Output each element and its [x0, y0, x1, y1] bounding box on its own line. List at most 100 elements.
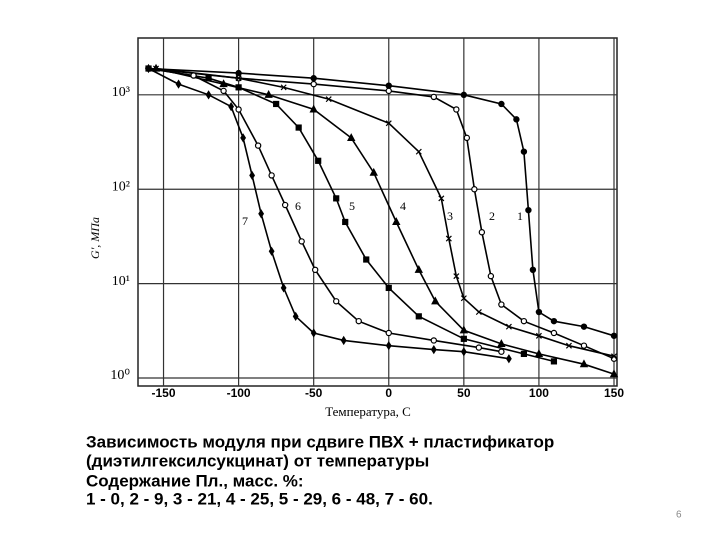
y-tick-label: 10⁰ [110, 368, 130, 383]
marker [295, 124, 302, 131]
marker [520, 317, 528, 325]
marker [310, 328, 317, 338]
marker [498, 100, 505, 108]
marker [445, 235, 452, 242]
curve [148, 67, 555, 363]
marker [475, 308, 482, 316]
curve-label: 6 [295, 199, 301, 213]
marker [340, 335, 347, 346]
marker [309, 104, 318, 113]
marker [498, 301, 505, 308]
marker [190, 72, 197, 79]
marker [460, 335, 467, 342]
marker [145, 63, 152, 74]
marker [280, 283, 287, 293]
curve-label: 1 [517, 209, 523, 223]
curve-label: 5 [349, 199, 355, 213]
marker [534, 349, 544, 358]
marker [205, 90, 212, 100]
marker [264, 90, 273, 98]
x-axis-label: Температура, С [325, 404, 411, 419]
x-tick-label: -100 [227, 386, 251, 400]
marker [520, 350, 528, 358]
plot-frame [137, 37, 618, 387]
marker [579, 359, 589, 368]
marker [535, 332, 542, 339]
marker [414, 265, 423, 273]
y-tick-label: 10¹ [112, 274, 130, 289]
caption-line: Зависимость модуля при сдвиге ПВХ + плас… [86, 432, 554, 451]
marker [175, 79, 182, 89]
marker [550, 358, 558, 365]
marker [497, 339, 506, 347]
marker [240, 133, 247, 143]
x-tick-label: 150 [604, 386, 624, 400]
marker [355, 317, 362, 325]
marker [228, 101, 235, 112]
marker [235, 84, 242, 91]
marker [513, 116, 520, 123]
marker [363, 256, 370, 263]
marker [529, 266, 537, 274]
marker [550, 317, 558, 325]
marker [460, 295, 467, 302]
marker [347, 133, 356, 141]
marker [220, 87, 227, 95]
marker [249, 170, 256, 181]
marker [430, 93, 438, 101]
marker [369, 167, 378, 176]
marker [385, 87, 392, 95]
marker [235, 69, 242, 77]
marker [580, 323, 588, 330]
marker [235, 75, 242, 82]
page-number: 6 [676, 510, 682, 521]
y-tick-label: 10³ [112, 85, 130, 100]
marker [550, 329, 558, 337]
marker [268, 172, 275, 179]
marker [535, 308, 543, 316]
marker [342, 218, 349, 226]
marker [205, 75, 212, 82]
curve-label: 4 [400, 199, 406, 213]
caption-line: (диэтилгексилсукцинат) от температуры [86, 451, 429, 470]
marker [610, 353, 618, 360]
marker [235, 106, 242, 113]
marker [453, 106, 460, 113]
marker [498, 348, 505, 355]
marker [460, 91, 468, 99]
marker [463, 134, 471, 142]
y-tick-label: 10² [112, 179, 130, 194]
marker [385, 329, 392, 337]
marker [460, 347, 467, 357]
marker [273, 100, 280, 108]
marker [281, 201, 289, 209]
marker [430, 344, 437, 355]
marker [325, 96, 332, 103]
marker [430, 337, 438, 344]
marker [392, 217, 401, 226]
marker [311, 266, 319, 274]
marker [520, 148, 528, 155]
marker [438, 195, 445, 202]
curve [148, 67, 510, 360]
marker [268, 246, 275, 256]
marker [315, 157, 322, 164]
marker [475, 344, 483, 351]
marker [505, 354, 512, 364]
marker [280, 84, 287, 91]
marker [292, 311, 299, 321]
marker [471, 186, 478, 193]
marker [487, 272, 495, 280]
marker [385, 120, 392, 127]
caption-line: Содержание Пл., масс. %: [86, 471, 304, 490]
marker [310, 75, 317, 82]
curve-label: 7 [242, 214, 248, 228]
marker [505, 323, 512, 330]
x-tick-label: -150 [152, 386, 176, 400]
x-tick-label: 100 [529, 386, 549, 400]
x-tick-label: 0 [385, 386, 392, 400]
marker [333, 298, 340, 305]
